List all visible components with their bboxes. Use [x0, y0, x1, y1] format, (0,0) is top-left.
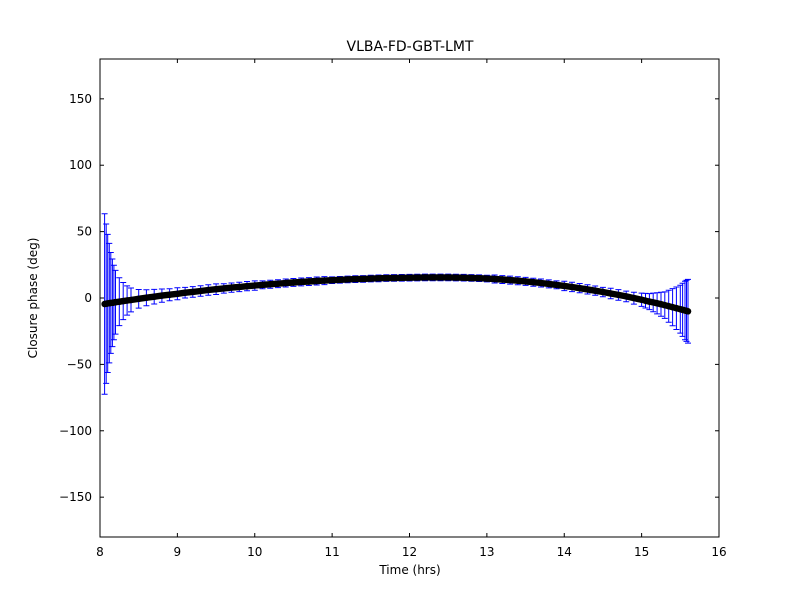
data-marker [599, 288, 607, 296]
data-marker [414, 274, 421, 281]
data-marker [212, 286, 220, 293]
data-marker [328, 277, 336, 284]
data-marker [475, 275, 483, 282]
y-tick-label: −150 [59, 490, 92, 504]
data-marker [174, 290, 181, 297]
data-marker [220, 285, 227, 292]
data-marker [359, 275, 367, 283]
x-tick-label: 11 [324, 545, 339, 559]
data-marker [259, 281, 266, 289]
data-marker [344, 276, 351, 283]
data-marker [189, 288, 196, 296]
data-marker [305, 278, 313, 285]
data-marker [437, 274, 444, 281]
x-tick-label: 13 [479, 545, 494, 559]
data-marker [143, 294, 150, 301]
data-marker [499, 276, 506, 283]
data-marker [197, 287, 204, 295]
data-marker [321, 277, 328, 284]
data-marker [383, 274, 390, 282]
data-marker [429, 274, 436, 281]
y-tick-label: 100 [69, 158, 92, 172]
data-points [101, 274, 692, 315]
data-marker [545, 280, 552, 288]
data-marker [267, 281, 274, 288]
x-tick-label: 8 [96, 545, 104, 559]
y-tick-label: 0 [84, 291, 92, 305]
error-bars [101, 213, 691, 395]
data-marker [421, 274, 429, 281]
data-marker [584, 286, 591, 293]
data-marker [522, 278, 529, 285]
data-marker [375, 275, 382, 282]
y-tick-label: −100 [59, 424, 92, 438]
data-marker [506, 276, 514, 284]
data-marker [251, 282, 258, 289]
data-marker [166, 291, 173, 298]
data-marker [313, 277, 320, 285]
data-marker [592, 287, 599, 294]
data-marker [151, 293, 158, 300]
data-marker [298, 278, 305, 286]
data-marker [483, 275, 491, 282]
data-marker [468, 274, 475, 282]
data-marker [282, 279, 289, 287]
data-marker [623, 293, 630, 300]
x-tick-label: 15 [634, 545, 649, 559]
data-marker [561, 282, 568, 290]
x-axis-label: Time (hrs) [378, 563, 440, 577]
data-marker [181, 289, 189, 296]
data-marker [127, 296, 135, 304]
data-marker [398, 274, 405, 281]
y-axis-label: Closure phase (deg) [26, 238, 40, 359]
data-marker [352, 275, 359, 283]
data-marker [576, 285, 583, 292]
y-tick-label: 50 [77, 225, 92, 239]
data-marker [514, 277, 521, 284]
axes-frame: 8 9 10 11 12 13 14 15 16 −150 −100 −50 0 50 100 150 [59, 58, 727, 559]
data-marker [135, 295, 142, 302]
x-tick-label: 16 [711, 545, 726, 559]
y-tick-label: −50 [67, 357, 92, 371]
data-marker [460, 274, 467, 281]
data-marker [530, 279, 537, 286]
errorbar-path [101, 213, 691, 395]
data-marker [243, 283, 251, 290]
data-marker [684, 308, 692, 315]
data-marker [445, 274, 452, 281]
data-marker [568, 283, 576, 291]
data-marker [390, 274, 398, 282]
x-tick-label: 10 [247, 545, 262, 559]
data-marker [615, 291, 622, 299]
x-tick-label: 14 [557, 545, 572, 559]
data-marker [274, 280, 282, 287]
data-marker [367, 275, 374, 282]
data-marker [406, 274, 413, 281]
data-marker [607, 290, 614, 297]
data-marker [228, 284, 235, 291]
data-marker [452, 274, 460, 281]
data-marker [630, 294, 638, 302]
data-marker [158, 292, 166, 299]
data-marker [491, 275, 498, 283]
x-tick-label: 12 [402, 545, 417, 559]
data-marker [290, 279, 297, 286]
data-marker [236, 283, 243, 291]
data-marker [336, 276, 344, 283]
y-tick-label: 150 [69, 92, 92, 106]
chart-title: VLBA-FD-GBT-LMT [347, 39, 474, 55]
data-marker [205, 286, 212, 294]
data-marker [537, 279, 545, 287]
data-marker [553, 281, 560, 289]
x-tick-label: 9 [174, 545, 182, 559]
